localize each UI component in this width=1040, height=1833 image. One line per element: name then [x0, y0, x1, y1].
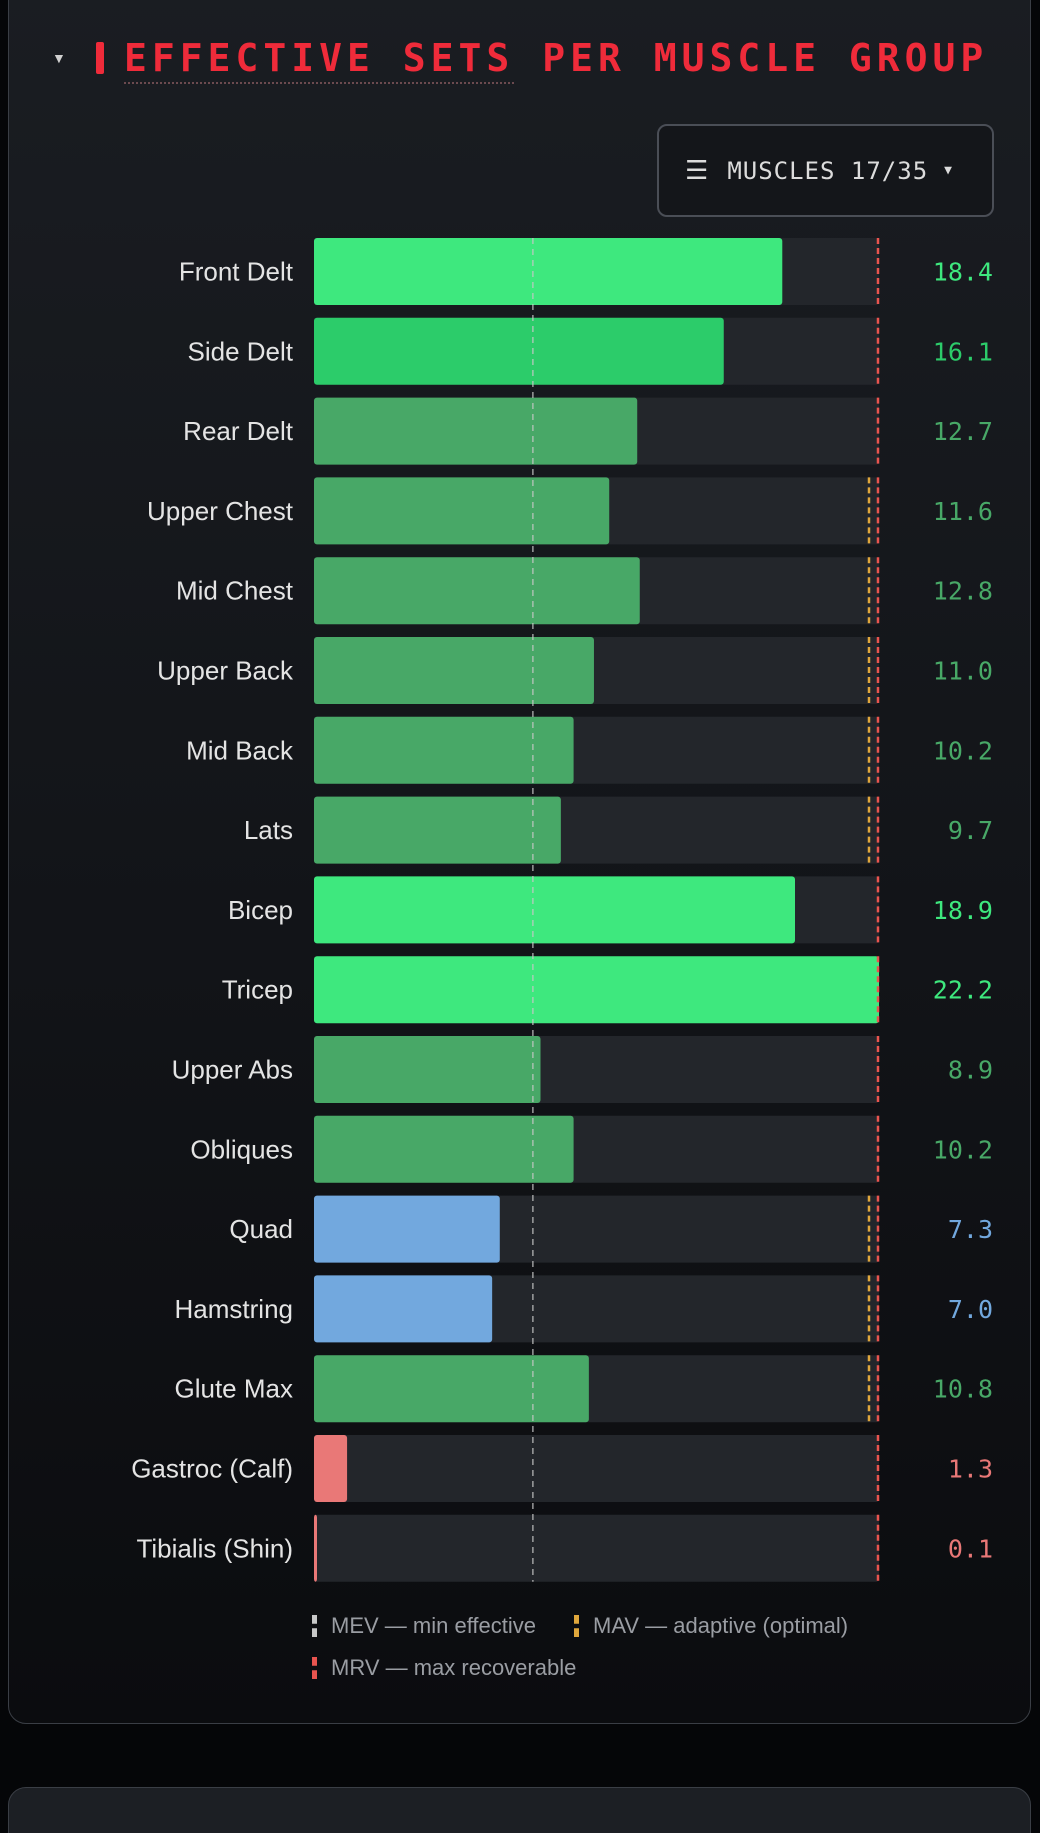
category-label: Mid Back [186, 735, 294, 765]
value-label: 9.7 [948, 816, 993, 845]
accent-bar [96, 42, 104, 74]
category-label: Rear Delt [183, 416, 294, 446]
bar [314, 1275, 493, 1343]
bar-track [314, 1435, 879, 1502]
value-label: 1.3 [948, 1455, 993, 1484]
category-label: Gastroc (Calf) [131, 1454, 293, 1484]
value-label: 12.8 [933, 577, 993, 606]
section-header: ▼ EFFECTIVE SETS PER MUSCLE GROUP [52, 30, 988, 86]
value-label: 18.9 [933, 896, 993, 925]
value-label: 0.1 [948, 1534, 993, 1563]
bar [314, 397, 638, 465]
bar [314, 1514, 317, 1582]
bar-track [314, 1514, 879, 1582]
category-label: Lats [244, 815, 293, 845]
legend-mev-label: MEV — min effective [331, 1613, 536, 1638]
bar [314, 1115, 574, 1183]
bar [314, 1036, 541, 1103]
legend-mav-label: MAV — adaptive (optimal) [593, 1613, 849, 1638]
category-label: Tibialis (Shin) [136, 1533, 293, 1563]
bar [314, 1195, 500, 1263]
caret-down-icon: ▼ [944, 163, 953, 178]
value-label: 22.2 [933, 976, 993, 1005]
legend-mrv-label: MRV — max recoverable [331, 1655, 577, 1680]
category-label: Hamstring [175, 1294, 293, 1324]
bar [314, 477, 610, 545]
category-label: Bicep [228, 895, 293, 925]
bar [314, 876, 796, 944]
value-label: 10.2 [933, 1135, 993, 1164]
value-label: 7.0 [948, 1295, 993, 1324]
bar [314, 317, 724, 385]
category-label: Quad [229, 1214, 293, 1244]
bar [314, 796, 561, 864]
bar [314, 956, 879, 1024]
bar [314, 1355, 589, 1423]
value-label: 11.6 [933, 497, 993, 526]
category-label: Front Delt [179, 257, 294, 287]
value-label: 11.0 [933, 657, 993, 686]
value-label: 12.7 [933, 417, 993, 446]
value-label: 16.1 [933, 337, 993, 366]
title-rest: PER MUSCLE GROUP [542, 36, 989, 80]
value-label: 10.2 [933, 736, 993, 765]
mev-legend-mark [312, 1615, 317, 1637]
mrv-legend-mark [312, 1657, 317, 1679]
section-title: EFFECTIVE SETS PER MUSCLE GROUP [124, 36, 989, 84]
category-label: Upper Chest [147, 496, 294, 526]
muscles-filter-label: MUSCLES 17/35 [727, 156, 929, 185]
legend-item-mev: MEV — min effective [312, 1613, 536, 1639]
category-label: Glute Max [175, 1374, 294, 1404]
collapse-triangle-icon[interactable]: ▼ [52, 50, 66, 66]
mav-legend-mark [574, 1615, 579, 1637]
bar [314, 716, 574, 784]
category-label: Upper Abs [172, 1055, 293, 1085]
category-label: Obliques [190, 1134, 293, 1164]
category-label: Upper Back [157, 656, 294, 686]
category-label: Tricep [222, 975, 293, 1005]
value-label: 10.8 [933, 1375, 993, 1404]
value-label: 8.9 [948, 1056, 993, 1085]
value-label: 7.3 [948, 1215, 993, 1244]
legend-item-mrv: MRV — max recoverable [312, 1655, 576, 1681]
bar [314, 557, 640, 625]
category-label: Mid Chest [176, 576, 294, 606]
legend: MEV — min effective MAV — adaptive (opti… [312, 1605, 912, 1689]
bar [314, 637, 594, 704]
title-term[interactable]: EFFECTIVE SETS [124, 36, 515, 84]
category-label: Side Delt [188, 336, 294, 366]
value-label: 18.4 [933, 258, 993, 287]
legend-item-mav: MAV — adaptive (optimal) [574, 1613, 848, 1639]
bar [314, 1435, 348, 1502]
menu-icon: ☰ [685, 155, 710, 186]
next-panel [8, 1787, 1031, 1833]
bar [314, 238, 783, 305]
effective-sets-chart: Front Delt 18.4 Side Delt 16.1 Rear Delt 12.7… [131, 238, 993, 1582]
muscles-filter-button[interactable]: ☰ MUSCLES 17/35 ▼ [657, 124, 994, 217]
